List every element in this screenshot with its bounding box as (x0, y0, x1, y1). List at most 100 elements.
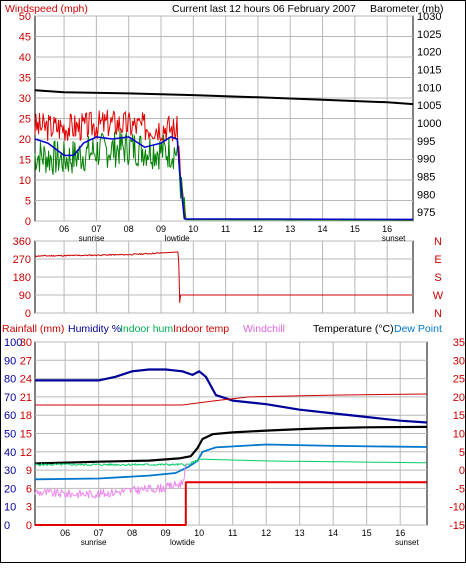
rainfall-tick-label: 21 (20, 392, 32, 404)
legend-indoor-temp: Indoor temp (173, 323, 229, 335)
windchill-series (34, 463, 188, 499)
compass-label: W (433, 290, 444, 302)
barometer-tick-label: 990 (417, 154, 435, 166)
barometer-tick-label: 980 (417, 189, 435, 201)
humidity-tick-label: 60 (4, 410, 16, 422)
x-tick-label: 15 (350, 224, 360, 234)
avg_wind-series (34, 129, 413, 221)
windspeed-axis-title: Windspeed (mph) (5, 3, 88, 15)
x-tick-label: 07 (94, 528, 104, 538)
barometer-tick-label: 1015 (417, 64, 441, 76)
x-tick-label: 14 (328, 528, 338, 538)
humidity-tick-label: 40 (4, 447, 16, 459)
smooth_wind-series (34, 136, 414, 221)
rainfall-tick-label: 18 (20, 410, 32, 422)
windspeed-tick-label: 50 (19, 11, 31, 23)
barometer-tick-label: 1020 (417, 47, 441, 59)
x-tick-label: 06 (59, 224, 69, 234)
windspeed-tick-label: 5 (25, 196, 31, 208)
barometer-tick-label: 1030 (417, 11, 441, 23)
temperature-tick-label: 15 (453, 410, 465, 422)
rainfall-tick-label: 30 (20, 337, 32, 349)
barometer-tick-label: 1000 (417, 118, 441, 130)
barometer-tick-label: 1005 (417, 100, 441, 112)
event-label-sunrise: sunrise (79, 234, 105, 243)
windspeed-tick-label: 15 (19, 155, 31, 167)
temperature-tick-label: 25 (453, 374, 465, 386)
x-tick-label: 16 (395, 528, 405, 538)
rainfall-tick-label: 3 (26, 502, 32, 514)
humidity-tick-label: 10 (4, 502, 16, 514)
x-tick-label: 12 (261, 528, 271, 538)
rainfall-tick-label: 12 (20, 447, 32, 459)
temperature-tick-label: 5 (459, 447, 465, 459)
x-tick-label: 08 (124, 224, 134, 234)
data-series (34, 89, 428, 526)
temperature-tick-label: -15 (449, 520, 465, 532)
humidity-tick-label: 0 (4, 520, 10, 532)
direction-tick-label: 90 (19, 290, 31, 302)
windspeed-tick-label: 10 (19, 175, 31, 187)
event-label-sunset: sunset (382, 234, 406, 243)
legend-humidity: Humidity % (68, 323, 121, 335)
rainfall-tick-label: 6 (26, 483, 32, 495)
indoor_temp-series (35, 393, 428, 406)
temperature-tick-label: 30 (453, 355, 465, 367)
humidity-tick-label: 20 (4, 483, 16, 495)
windspeed-tick-label: 30 (19, 93, 31, 105)
x-tick-label: 09 (156, 224, 166, 234)
humidity-tick-label: 30 (4, 465, 16, 477)
x-tick-label: 13 (285, 224, 295, 234)
rainfall-tick-label: 27 (20, 355, 32, 367)
direction-tick-label: 360 (13, 236, 31, 248)
temperature-tick-label: 35 (453, 337, 465, 349)
compass-label: N (434, 236, 442, 248)
barometer-tick-label: 1025 (417, 29, 441, 41)
indoor_hum-series (34, 458, 427, 467)
temperature-tick-label: 0 (459, 465, 465, 477)
temperature-tick-label: -5 (455, 483, 465, 495)
direction-tick-label: 0 (25, 308, 31, 320)
x-tick-label: 08 (127, 528, 137, 538)
event-label-lowtide: lowtide (170, 538, 195, 547)
x-tick-label: 10 (194, 528, 204, 538)
windspeed-tick-label: 25 (19, 114, 31, 126)
windspeed-tick-label: 45 (19, 32, 31, 44)
barometer-series (34, 89, 414, 106)
windspeed-tick-label: 20 (19, 134, 31, 146)
barometer-tick-label: 1010 (417, 82, 441, 94)
x-tick-label: 11 (221, 224, 230, 234)
legend-indoor-hum: Indoor hum (120, 323, 173, 335)
x-tick-label: 14 (318, 224, 328, 234)
x-tick-label: 10 (188, 224, 198, 234)
direction-tick-label: 270 (13, 254, 31, 266)
rainfall-tick-label: 0 (26, 520, 32, 532)
x-tick-label: 07 (91, 224, 101, 234)
x-tick-label: 11 (228, 528, 237, 538)
gust-series (34, 109, 413, 221)
rainfall-tick-label: 24 (20, 374, 32, 386)
humidity-series (35, 368, 428, 424)
temperature-tick-label: 20 (453, 392, 465, 404)
chart-title: Current last 12 hours 06 February 2007 (172, 3, 356, 15)
event-label-sunrise: sunrise (81, 538, 107, 547)
compass-label: S (434, 272, 441, 284)
rainfall-series (35, 481, 427, 526)
legend-windchill: Windchill (243, 323, 285, 335)
compass-label: E (434, 254, 441, 266)
compass-label: N (434, 308, 442, 320)
direction-series (34, 251, 413, 303)
barometer-axis-title: Barometer (mb) (370, 3, 444, 15)
humidity-tick-label: 100 (4, 337, 22, 349)
rainfall-tick-label: 15 (20, 429, 32, 441)
humidity-tick-label: 80 (4, 374, 16, 386)
direction-tick-label: 180 (13, 272, 31, 284)
legend-temperature: Temperature (°C) (313, 323, 394, 335)
x-tick-label: 12 (253, 224, 263, 234)
temperature-tick-label: 10 (453, 429, 465, 441)
legend-rainfall: Rainfall (mm) (2, 323, 64, 335)
humidity-tick-label: 70 (4, 392, 16, 404)
